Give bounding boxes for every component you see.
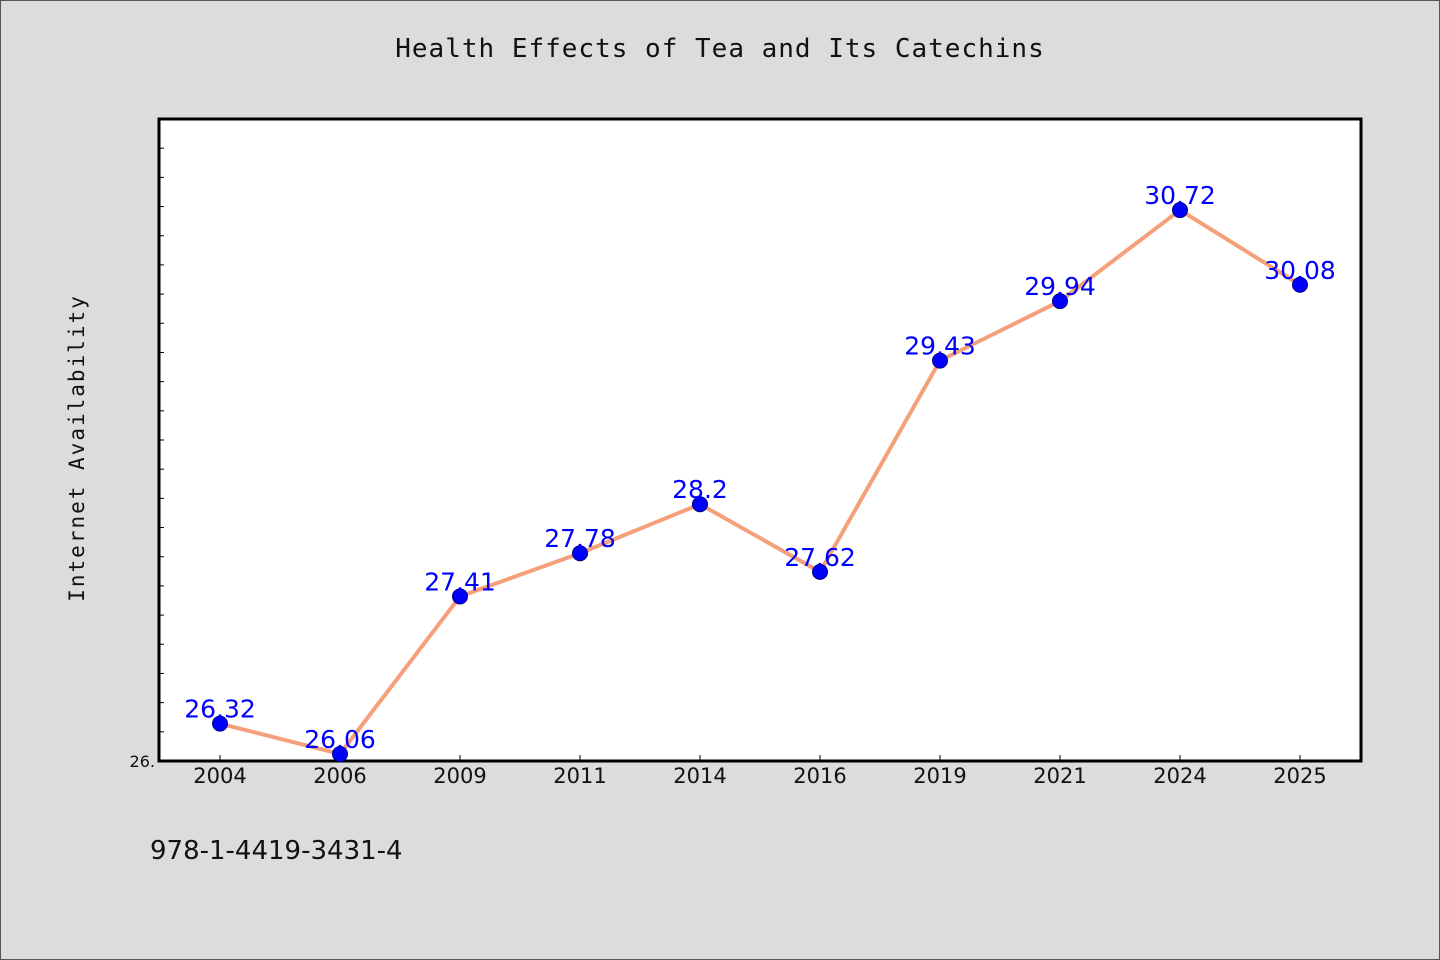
isbn-caption: 978-1-4419-3431-4	[150, 836, 403, 866]
data-markers	[212, 202, 1308, 762]
data-label: 27.41	[424, 567, 496, 596]
data-point	[212, 715, 228, 732]
y-tick-label: 26.	[130, 752, 155, 771]
data-label: 27.78	[544, 524, 616, 553]
x-tick-label: 2024	[1153, 764, 1206, 788]
data-point	[332, 745, 348, 762]
data-point	[1172, 202, 1188, 219]
chart-title: Health Effects of Tea and Its Catechins	[395, 34, 1045, 64]
x-tick-label: 2011	[553, 764, 606, 788]
data-label: 29.43	[904, 332, 976, 361]
data-label: 27.62	[784, 543, 856, 572]
y-axis-ticks: 26.	[130, 118, 164, 771]
data-point	[932, 352, 948, 369]
data-point	[572, 545, 588, 562]
data-label: 26.06	[304, 725, 376, 754]
data-point	[1052, 293, 1068, 310]
x-tick-label: 2014	[673, 764, 726, 788]
data-label: 26.32	[184, 695, 256, 724]
series-line	[219, 208, 1302, 756]
x-tick-label: 2006	[313, 764, 366, 788]
data-label: 28.2	[672, 475, 728, 504]
data-label: 30.72	[1144, 181, 1216, 210]
x-axis-ticks: 2004 2006 2009 2011 2014 2016 2019 2021 2024 2025	[193, 755, 1327, 788]
data-label: 30.08	[1264, 256, 1336, 285]
x-tick-label: 2009	[433, 764, 486, 788]
x-tick-label: 2021	[1033, 764, 1086, 788]
data-point	[452, 588, 468, 605]
data-point	[1292, 276, 1308, 293]
x-tick-label: 2016	[793, 764, 846, 788]
x-tick-label: 2004	[193, 764, 246, 788]
x-tick-label: 2025	[1273, 764, 1326, 788]
data-labels: 26.32 26.06 27.41 27.78 28.2 27.62 29.43 29.94 3…	[184, 181, 1336, 754]
data-point	[812, 563, 828, 580]
data-label: 29.94	[1024, 272, 1096, 301]
data-point	[692, 496, 708, 513]
x-tick-label: 2019	[913, 764, 966, 788]
